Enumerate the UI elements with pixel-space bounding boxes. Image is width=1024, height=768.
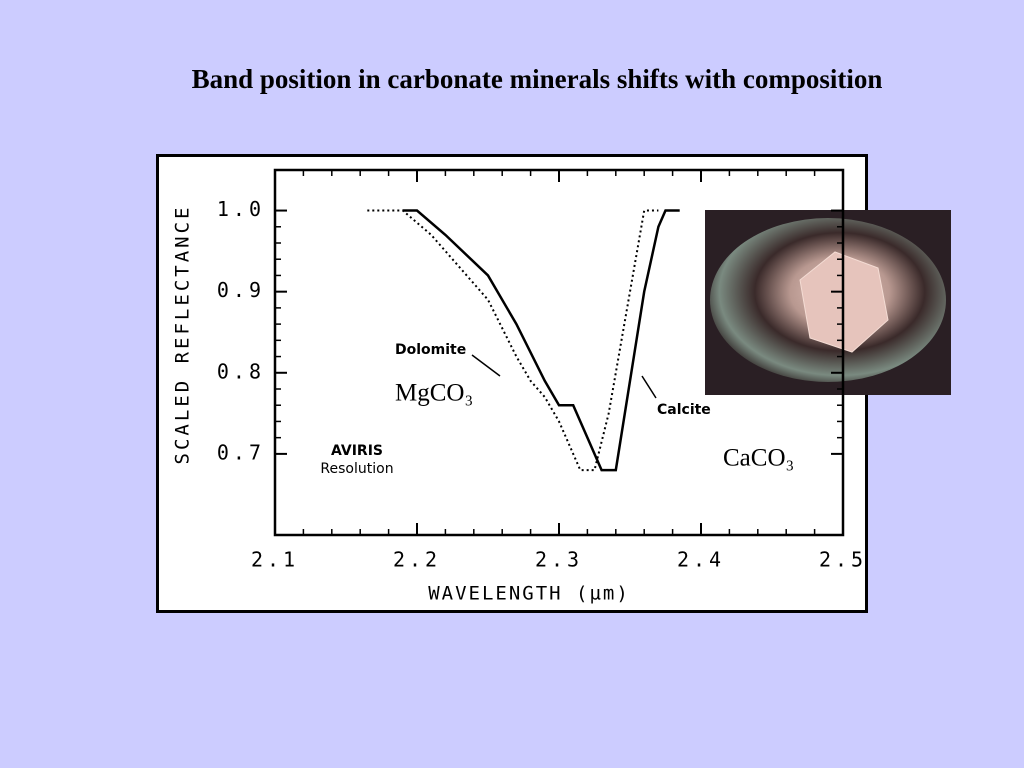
annotation: Resolution [320, 461, 393, 477]
y-tick-label: 0.8 [217, 359, 265, 383]
mineral-label: MgCO₃ [395, 380, 473, 407]
x-tick-label: 2.5 [819, 548, 867, 572]
x-tick-label: 2.4 [677, 548, 725, 572]
series-line [367, 209, 659, 472]
y-tick-label: 0.9 [217, 278, 265, 302]
annotation: AVIRIS [331, 443, 383, 459]
x-tick-label: 2.3 [535, 548, 583, 572]
x-tick-label: 2.2 [393, 548, 441, 572]
series-label: Dolomite [395, 342, 466, 358]
x-tick-label: 2.1 [251, 548, 299, 572]
y-tick-label: 1.0 [217, 197, 265, 221]
mineral-label: CaCO₃ [723, 445, 794, 472]
x-axis-label: WAVELENGTH (µm) [428, 583, 630, 605]
series-label: Calcite [657, 402, 711, 418]
slide-title: Band position in carbonate minerals shif… [192, 64, 883, 94]
y-tick-label: 0.7 [217, 440, 265, 464]
pointer [471, 354, 501, 377]
mineral-photo [705, 210, 951, 395]
series-line [402, 209, 680, 472]
plot: 2.1 2.2 2.3 2.4 2.5 0.7 0.8 0.9 1.0 WAVELENGTH (µ… [172, 168, 867, 605]
y-axis-label: SCALED REFLECTANCE [172, 205, 194, 465]
pointer [641, 375, 657, 399]
